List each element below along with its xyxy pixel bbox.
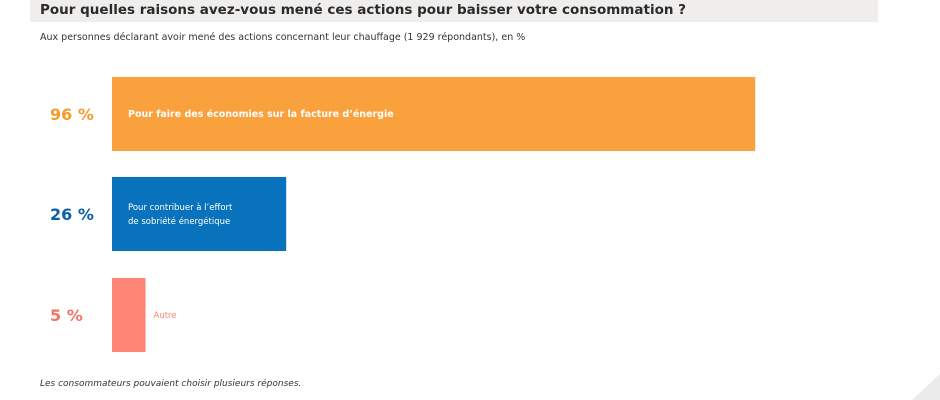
value-label-1: 96 % <box>50 105 94 124</box>
bar-3 <box>112 278 146 352</box>
title-band <box>30 0 878 22</box>
value-label-3: 5 % <box>50 306 83 325</box>
value-label-2: 26 % <box>50 205 94 224</box>
bar-1 <box>112 77 756 151</box>
category-label-2-line-2: de sobriété énergétique <box>128 216 230 227</box>
chart-title: Pour quelles raisons avez-vous mené ces … <box>40 2 686 18</box>
category-label-3-line-1: Autre <box>154 311 177 321</box>
chart-subtitle: Aux personnes déclarant avoir mené des a… <box>40 32 526 43</box>
category-label-2-line-1: Pour contribuer à l’effort <box>128 203 233 213</box>
category-label-1-line-1: Pour faire des économies sur la facture … <box>128 109 394 120</box>
chart-note: Les consommateurs pouvaient choisir plus… <box>40 379 302 389</box>
bar-2 <box>112 177 287 251</box>
